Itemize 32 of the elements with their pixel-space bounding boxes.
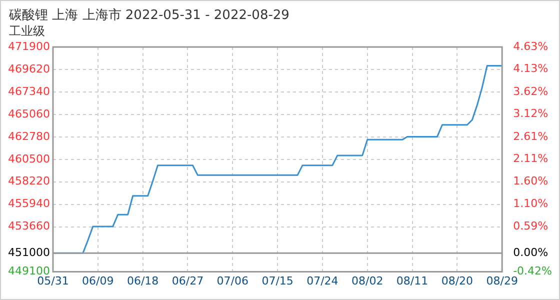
y-tick-label: 451000	[8, 246, 50, 259]
x-tick-label: 06/18	[126, 274, 159, 288]
x-tick-label: 08/20	[441, 274, 474, 288]
y2-tick-label: 0.00%	[513, 246, 548, 259]
x-tick-label: 08/02	[352, 274, 384, 288]
y2-tick-label: 3.62%	[513, 84, 548, 98]
chart-subtitle: 工业级	[9, 23, 45, 40]
y2-tick-label: 2.61%	[513, 130, 548, 143]
y-tick-label: 462780	[8, 130, 50, 143]
x-tick-label: 07/15	[262, 274, 294, 288]
y-tick-label: 455940	[8, 197, 50, 210]
y-tick-label: 453660	[8, 220, 50, 233]
y2-tick-label: 2.11%	[513, 152, 548, 166]
x-tick-label: 06/27	[172, 274, 204, 288]
x-tick-label: 07/24	[306, 274, 338, 288]
y2-tick-label: 3.12%	[513, 107, 548, 120]
x-tick-label: 06/09	[82, 274, 114, 288]
y2-tick-label: 0.59%	[513, 220, 548, 233]
y-tick-label: 465060	[8, 107, 50, 120]
y2-tick-label: 4.63%	[513, 40, 548, 53]
y2-tick-label: 1.60%	[513, 174, 548, 188]
y-tick-label: 471900	[8, 40, 50, 53]
x-tick-label: 08/11	[396, 274, 428, 288]
y-tick-label: 460500	[8, 152, 50, 166]
chart-title: 碳酸锂 上海 上海市 2022-05-31 - 2022-08-29	[9, 7, 290, 24]
y2-tick-label: 1.10%	[513, 196, 548, 210]
x-tick-label: 07/06	[216, 274, 248, 288]
x-tick-label: 05/31	[37, 274, 69, 288]
y2-tick-label: 4.13%	[513, 62, 548, 76]
y-tick-label: 469620	[8, 62, 50, 76]
y-tick-label: 467340	[8, 84, 50, 98]
y-tick-label: 458220	[8, 174, 50, 188]
